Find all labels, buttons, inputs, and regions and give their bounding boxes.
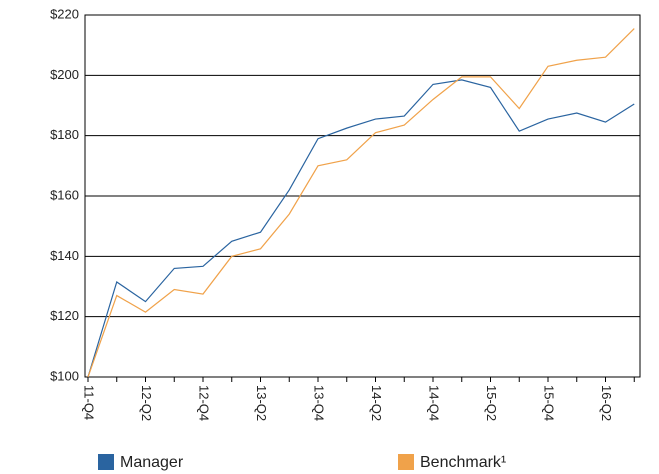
x-tick-label: 15-Q2 xyxy=(484,385,499,421)
x-tick-label: 14-Q2 xyxy=(369,385,384,421)
x-tick-label: 11-Q4 xyxy=(82,385,97,420)
y-tick-label: $120 xyxy=(50,308,79,323)
x-tick-label: 13-Q2 xyxy=(254,385,269,421)
legend-swatch xyxy=(98,454,114,470)
x-tick-label: 12-Q2 xyxy=(139,385,154,421)
x-tick-label: 14-Q4 xyxy=(427,385,442,421)
y-tick-label: $160 xyxy=(50,187,79,202)
legend-label: Manager xyxy=(120,454,184,471)
x-tick-label: 13-Q4 xyxy=(312,385,327,421)
y-tick-label: $200 xyxy=(50,67,79,82)
y-tick-label: $100 xyxy=(50,368,79,383)
y-tick-label: $180 xyxy=(50,127,79,142)
x-tick-label: 12-Q4 xyxy=(197,385,212,421)
series-line xyxy=(87,79,635,378)
legend-label: Benchmark¹ xyxy=(420,454,506,471)
x-tick-label: 16-Q2 xyxy=(599,385,614,421)
legend-swatch xyxy=(398,454,414,470)
series-line xyxy=(87,28,635,378)
x-tick-label: 15-Q4 xyxy=(542,385,557,421)
plot-frame xyxy=(84,14,641,378)
y-tick-label: $220 xyxy=(50,6,79,21)
y-tick-label: $140 xyxy=(50,248,79,263)
